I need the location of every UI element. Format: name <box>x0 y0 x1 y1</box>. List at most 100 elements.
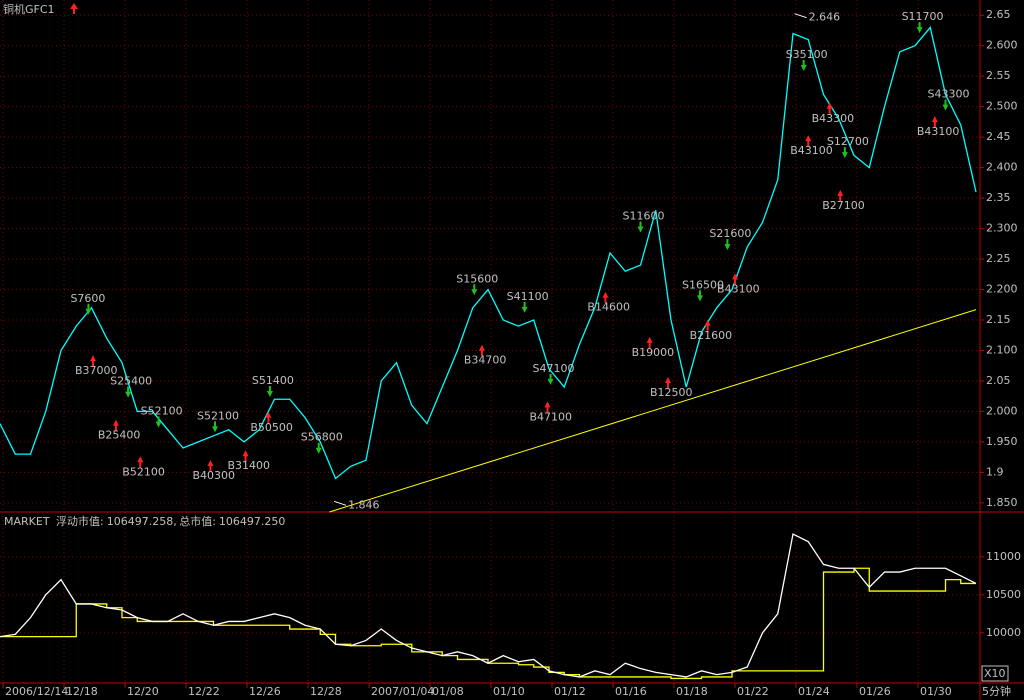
trade-label: B43100 <box>717 282 760 295</box>
y-tick-label: 10000 <box>986 626 1021 639</box>
series-line <box>0 567 976 680</box>
x-tick-label: 12/22 <box>188 685 220 698</box>
x-tick-label: 01/16 <box>615 685 647 698</box>
x-tick-label: 12/18 <box>66 685 98 698</box>
extreme-pointer <box>333 500 347 506</box>
unit-box <box>981 665 1009 682</box>
trade-label: B14600 <box>587 301 630 314</box>
trade-label: S43300 <box>928 88 970 101</box>
y-tick-label: 1.9 <box>986 465 1004 478</box>
x-tick-label: 01/08 <box>432 685 464 698</box>
buy-arrow <box>478 344 485 356</box>
trade-label: S15600 <box>456 272 498 285</box>
sell-arrow <box>696 290 703 302</box>
x-tick-label: 12/28 <box>310 685 342 698</box>
trade-label: B12500 <box>650 386 693 399</box>
trade-label: S47100 <box>533 362 575 375</box>
sell-arrow <box>266 386 273 398</box>
buy-arrow <box>805 135 812 147</box>
buy-arrow <box>931 116 938 128</box>
trade-label: S11700 <box>902 10 944 23</box>
y-tick-label: 2.25 <box>986 252 1011 265</box>
trade-label: B43100 <box>790 144 833 157</box>
buy-arrow <box>664 377 671 389</box>
market-panel: 10000 10500 11000 MARKET 浮动市值: 106497.258, 总市值… <box>0 514 1021 698</box>
trade-label: B50500 <box>250 421 293 434</box>
y-tick-label: 2.000 <box>986 404 1018 417</box>
period-label: 5分钟 <box>982 684 1011 698</box>
legend-separator: , <box>173 515 177 528</box>
y-tick-label: 2.35 <box>986 191 1011 204</box>
trade-label: S21600 <box>709 227 751 240</box>
x-tick-label: 01/26 <box>859 685 891 698</box>
sell-arrow <box>315 442 322 454</box>
trade-label: B40300 <box>192 469 235 482</box>
extreme-label: 1.846 <box>348 498 380 511</box>
buy-arrow <box>826 102 833 114</box>
buy-arrow <box>646 336 653 348</box>
y-tick-label: 2.400 <box>986 161 1018 174</box>
sell-arrow <box>85 303 92 315</box>
trade-label: B34700 <box>464 354 507 367</box>
sell-arrow <box>916 22 923 34</box>
buy-arrow <box>732 273 739 285</box>
trade-label: B37000 <box>75 364 118 377</box>
y-tick-label: 10500 <box>986 588 1021 601</box>
x-tick-label: 2007/01/04 <box>371 685 434 698</box>
trade-label: S12700 <box>827 135 869 148</box>
y-tick-label: 2.100 <box>986 343 1018 356</box>
y-tick-label: 2.15 <box>986 313 1011 326</box>
y-tick-label: 2.45 <box>986 130 1011 143</box>
trade-label: S52100 <box>141 405 183 418</box>
chart-title: 铜机GFC1 <box>3 2 55 16</box>
sell-arrow <box>125 386 132 398</box>
sell-arrow <box>212 421 219 433</box>
unit-label: X10 <box>984 667 1006 680</box>
extreme-pointer <box>794 13 807 19</box>
x-tick-label: 01/10 <box>493 685 525 698</box>
sell-arrow <box>724 239 731 251</box>
buy-arrow <box>704 319 711 331</box>
y-tick-label: 1.950 <box>986 435 1018 448</box>
y-tick-label: 2.05 <box>986 374 1011 387</box>
price-line <box>0 26 977 480</box>
trade-label: S25400 <box>110 375 152 388</box>
trade-label: S7600 <box>70 292 105 305</box>
sell-arrow <box>155 416 162 428</box>
trade-label: B27100 <box>822 199 865 212</box>
trade-label: B19000 <box>632 346 675 359</box>
y-tick-label: 2.600 <box>986 39 1018 52</box>
buy-arrow <box>137 456 144 468</box>
sell-arrow <box>942 99 949 111</box>
y-tick-label: 2.65 <box>986 8 1011 21</box>
sell-arrow <box>841 147 848 159</box>
trade-label: B25400 <box>98 429 141 442</box>
trade-label: S56800 <box>301 431 343 444</box>
title-arrow <box>70 3 78 14</box>
trade-label: B47100 <box>529 410 572 423</box>
buy-arrow <box>837 189 844 201</box>
sell-arrow <box>471 284 478 296</box>
trade-label: S16500 <box>682 278 724 291</box>
sell-arrow <box>521 301 528 313</box>
x-tick-label: 01/12 <box>554 685 586 698</box>
sell-arrow <box>547 373 554 385</box>
panel-title: MARKET <box>4 515 50 528</box>
trendline <box>329 309 977 513</box>
buy-arrow <box>602 291 609 303</box>
buy-arrow <box>90 355 97 367</box>
buy-arrow <box>242 450 249 462</box>
trade-label: B43100 <box>917 125 960 138</box>
x-tick-label: 2006/12/14 <box>5 685 68 698</box>
legend-value: 106497.258 <box>107 515 173 528</box>
y-tick-label: 2.200 <box>986 283 1018 296</box>
trade-label: B43300 <box>812 112 855 125</box>
sell-arrow <box>800 59 807 71</box>
y-tick-label: 2.55 <box>986 69 1011 82</box>
trade-label: B52100 <box>122 465 165 478</box>
y-tick-label: 11000 <box>986 550 1021 563</box>
y-tick-label: 2.500 <box>986 100 1018 113</box>
buy-arrow <box>207 459 214 471</box>
y-tick-label: 2.300 <box>986 222 1018 235</box>
